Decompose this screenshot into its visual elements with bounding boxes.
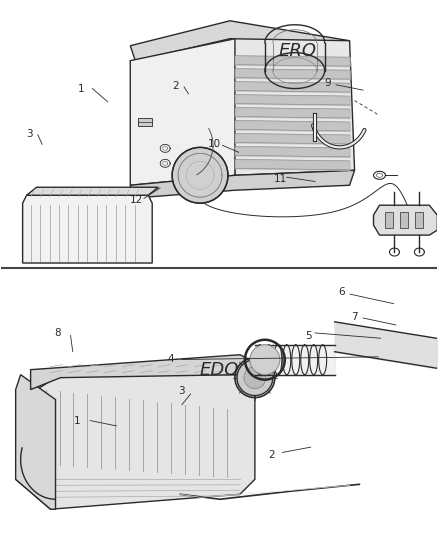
Text: 2: 2 [268,450,275,460]
Text: 1: 1 [74,416,81,425]
Text: 5: 5 [305,330,312,341]
Text: 2: 2 [172,81,179,91]
Circle shape [237,360,273,395]
Circle shape [244,367,266,389]
Polygon shape [16,375,255,509]
Text: 11: 11 [273,174,287,184]
Polygon shape [27,187,158,195]
Text: EDO: EDO [199,361,239,379]
Polygon shape [374,205,437,235]
Text: 1: 1 [78,84,85,93]
Circle shape [250,345,280,375]
Text: 10: 10 [208,139,221,149]
Circle shape [172,148,228,203]
Polygon shape [130,39,235,185]
Text: 3: 3 [26,128,32,139]
Bar [138,118,152,126]
Text: 9: 9 [325,78,332,88]
Polygon shape [16,375,56,509]
Polygon shape [130,171,355,198]
Bar [385,212,393,228]
Text: 6: 6 [338,287,345,297]
Text: 3: 3 [179,386,185,397]
Polygon shape [130,21,350,61]
Text: 8: 8 [54,328,61,338]
Polygon shape [23,195,152,263]
Bar [400,212,408,228]
Text: ERO: ERO [279,42,317,60]
Polygon shape [230,39,355,175]
Text: 7: 7 [351,312,358,322]
Text: 4: 4 [168,354,174,365]
Bar [415,212,424,228]
Polygon shape [31,355,260,390]
Text: 12: 12 [129,195,143,205]
